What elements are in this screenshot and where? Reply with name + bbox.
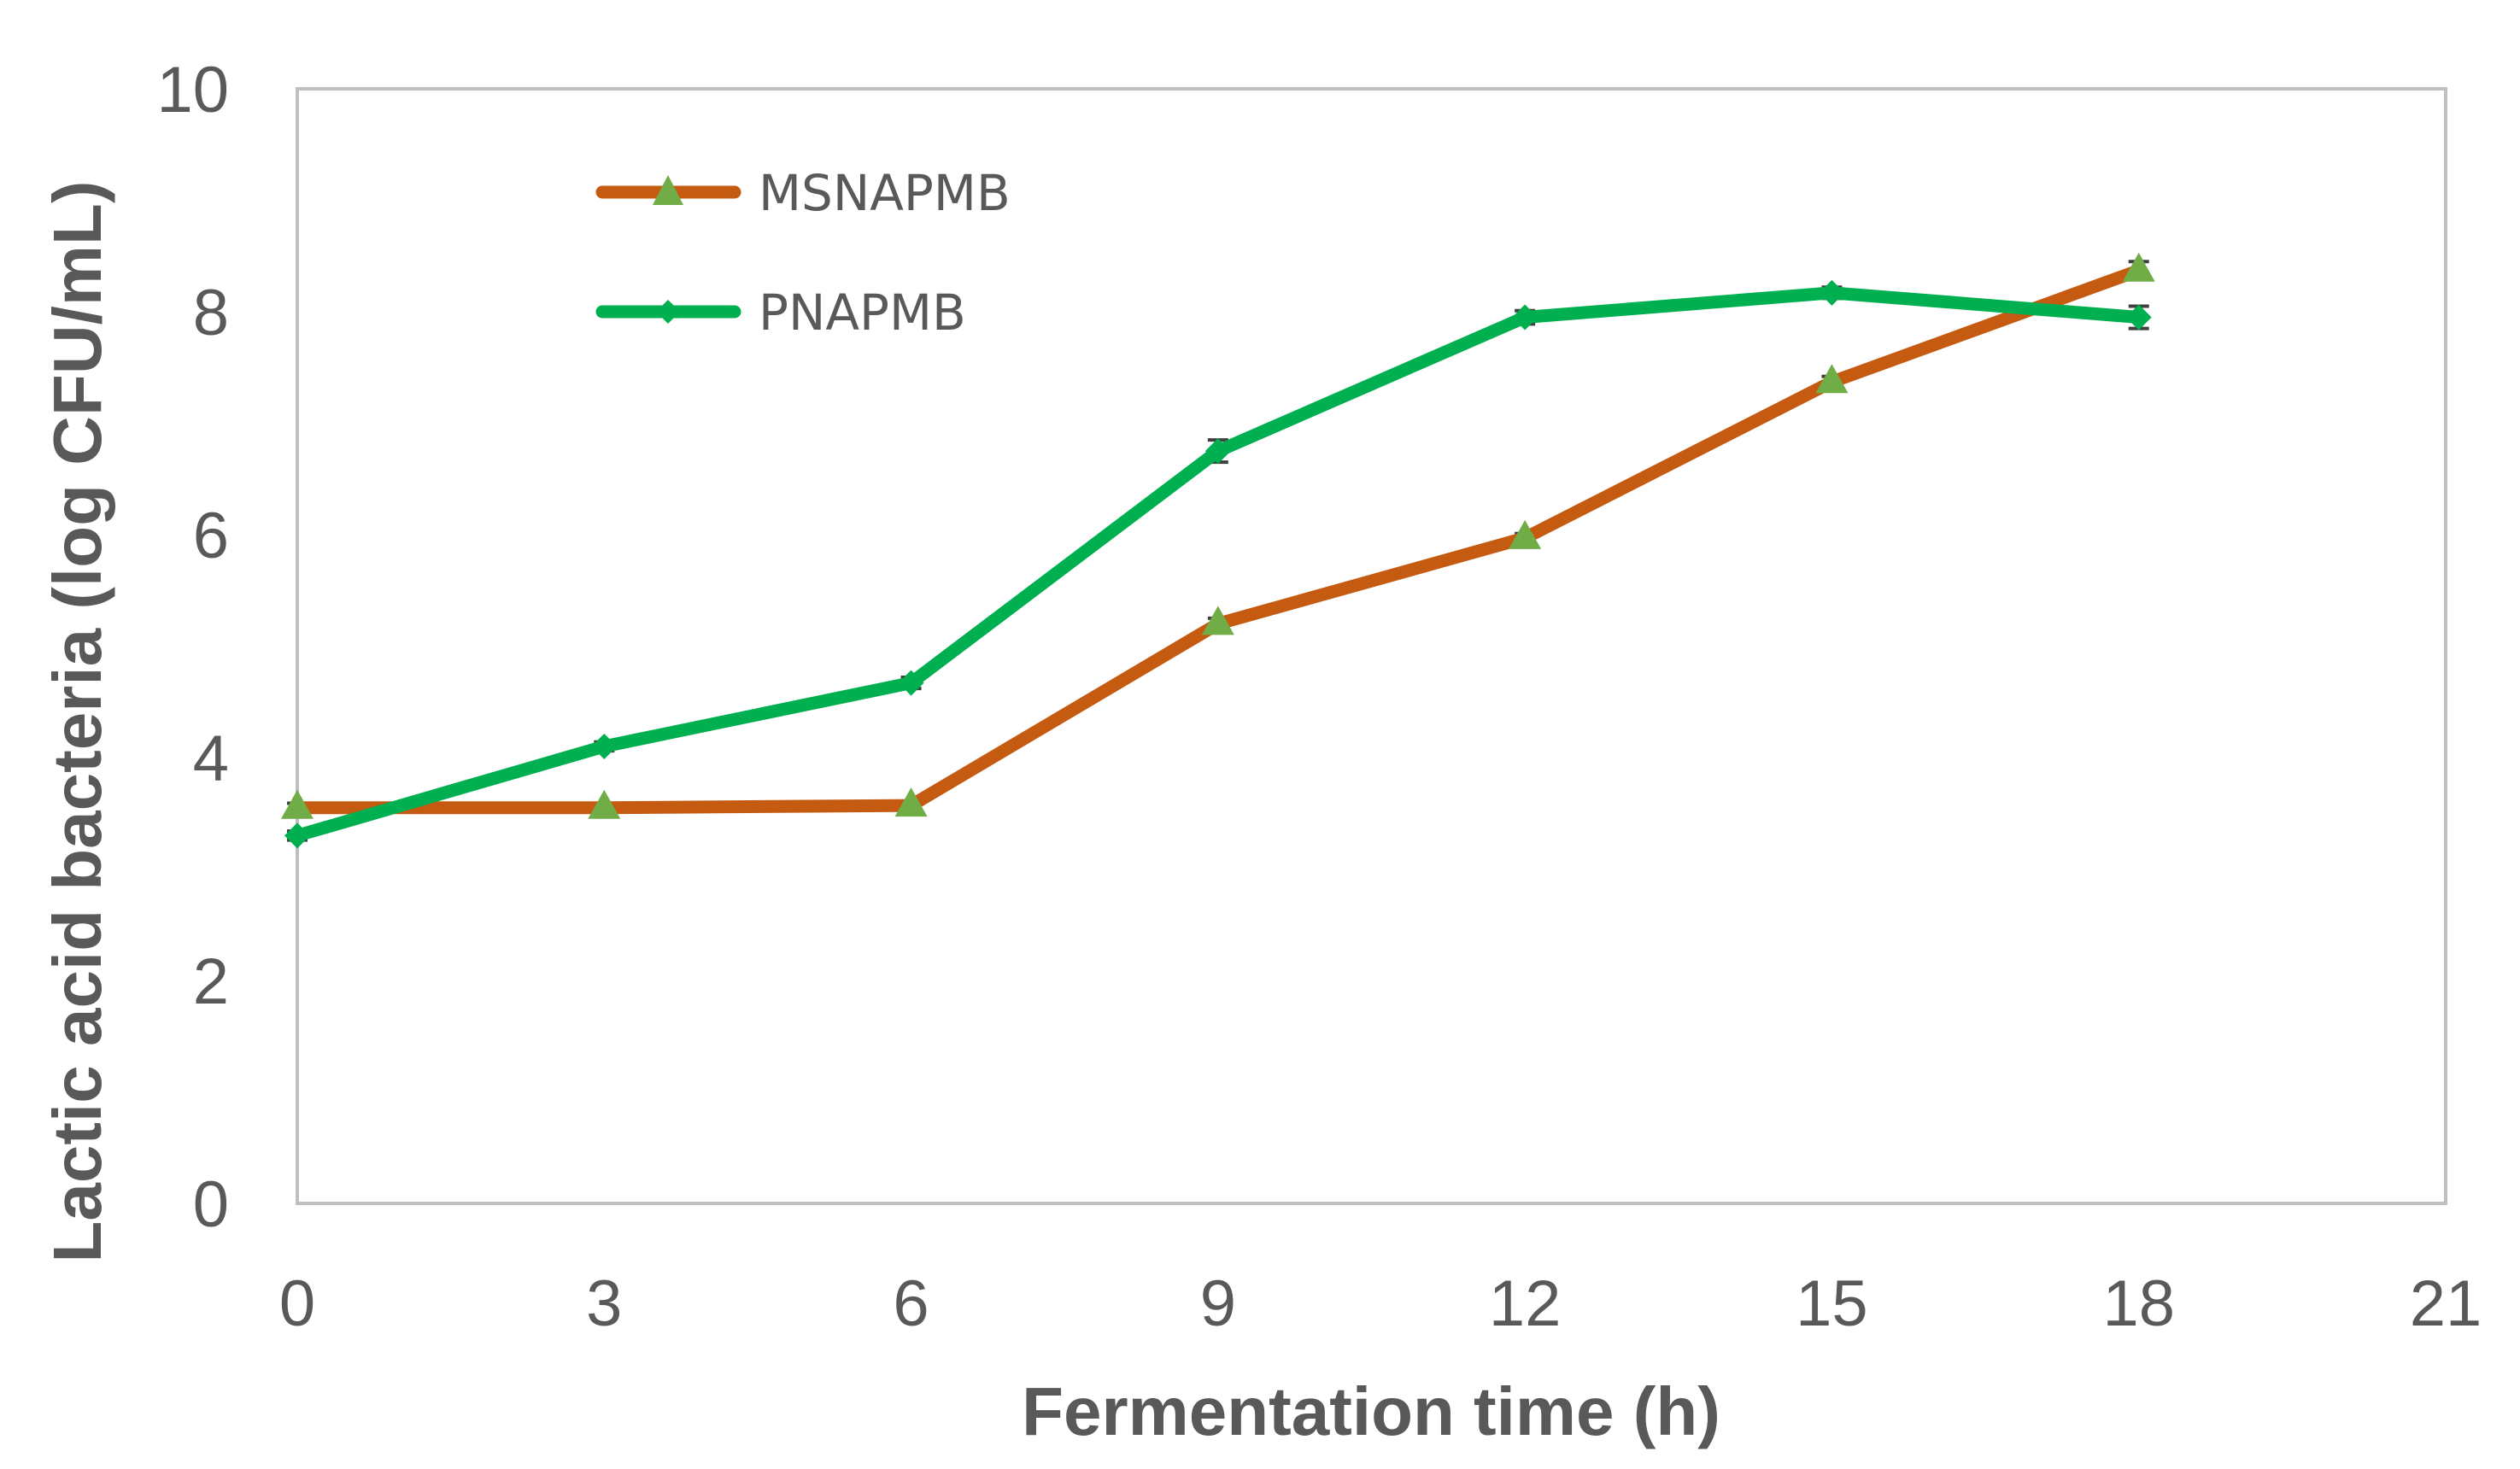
legend-entry-msnapmb: MSNAPMB — [595, 164, 1011, 222]
data-point-msnapmb — [894, 787, 928, 817]
x-tick-label: 15 — [1796, 1267, 1868, 1340]
y-axis-ticks: 0 2 4 6 8 10 — [156, 54, 229, 1241]
x-tick-label: 0 — [279, 1267, 315, 1340]
y-tick-label: 2 — [193, 945, 229, 1018]
data-point-pnapmb — [2125, 304, 2152, 331]
y-tick-label: 10 — [156, 54, 229, 126]
y-tick-label: 4 — [193, 723, 229, 795]
legend-entry-pnapmb: PNAPMB — [595, 284, 966, 342]
x-axis-title: Fermentation time (h) — [1022, 1373, 1720, 1449]
data-point-msnapmb — [2122, 252, 2155, 282]
x-tick-label: 12 — [1489, 1267, 1562, 1340]
data-point-pnapmb — [898, 670, 924, 696]
data-point-msnapmb — [588, 789, 621, 819]
data-point-msnapmb — [1201, 606, 1234, 635]
y-tick-label: 0 — [193, 1168, 229, 1241]
x-tick-label: 21 — [2410, 1267, 2482, 1340]
legend-label-msnapmb: MSNAPMB — [759, 164, 1011, 222]
x-axis-ticks: 0 3 6 9 12 15 18 21 — [279, 1267, 2482, 1340]
x-tick-label: 9 — [1200, 1267, 1236, 1340]
data-point-pnapmb — [284, 822, 310, 849]
legend-label-pnapmb: PNAPMB — [759, 284, 966, 342]
data-point-msnapmb — [1509, 519, 1542, 549]
y-tick-label: 6 — [193, 500, 229, 572]
data-point-pnapmb — [591, 733, 618, 759]
data-point-msnapmb — [281, 789, 314, 819]
legend: MSNAPMB PNAPMB — [595, 164, 1011, 342]
x-tick-label: 18 — [2102, 1267, 2175, 1340]
x-tick-label: 3 — [586, 1267, 622, 1340]
data-point-pnapmb — [1512, 304, 1538, 331]
legend-marker-triangle — [653, 175, 683, 205]
data-point-msnapmb — [1815, 364, 1849, 394]
series-markers — [281, 252, 2155, 849]
legend-marker-diamond — [656, 300, 680, 324]
plot-area — [296, 87, 2447, 1205]
y-tick-label: 8 — [193, 277, 229, 349]
data-point-pnapmb — [1819, 279, 1845, 306]
data-point-pnapmb — [1204, 438, 1231, 465]
y-axis-title: Lactic acid bacteria (log CFU/mL) — [39, 181, 115, 1263]
x-tick-label: 6 — [893, 1267, 929, 1340]
